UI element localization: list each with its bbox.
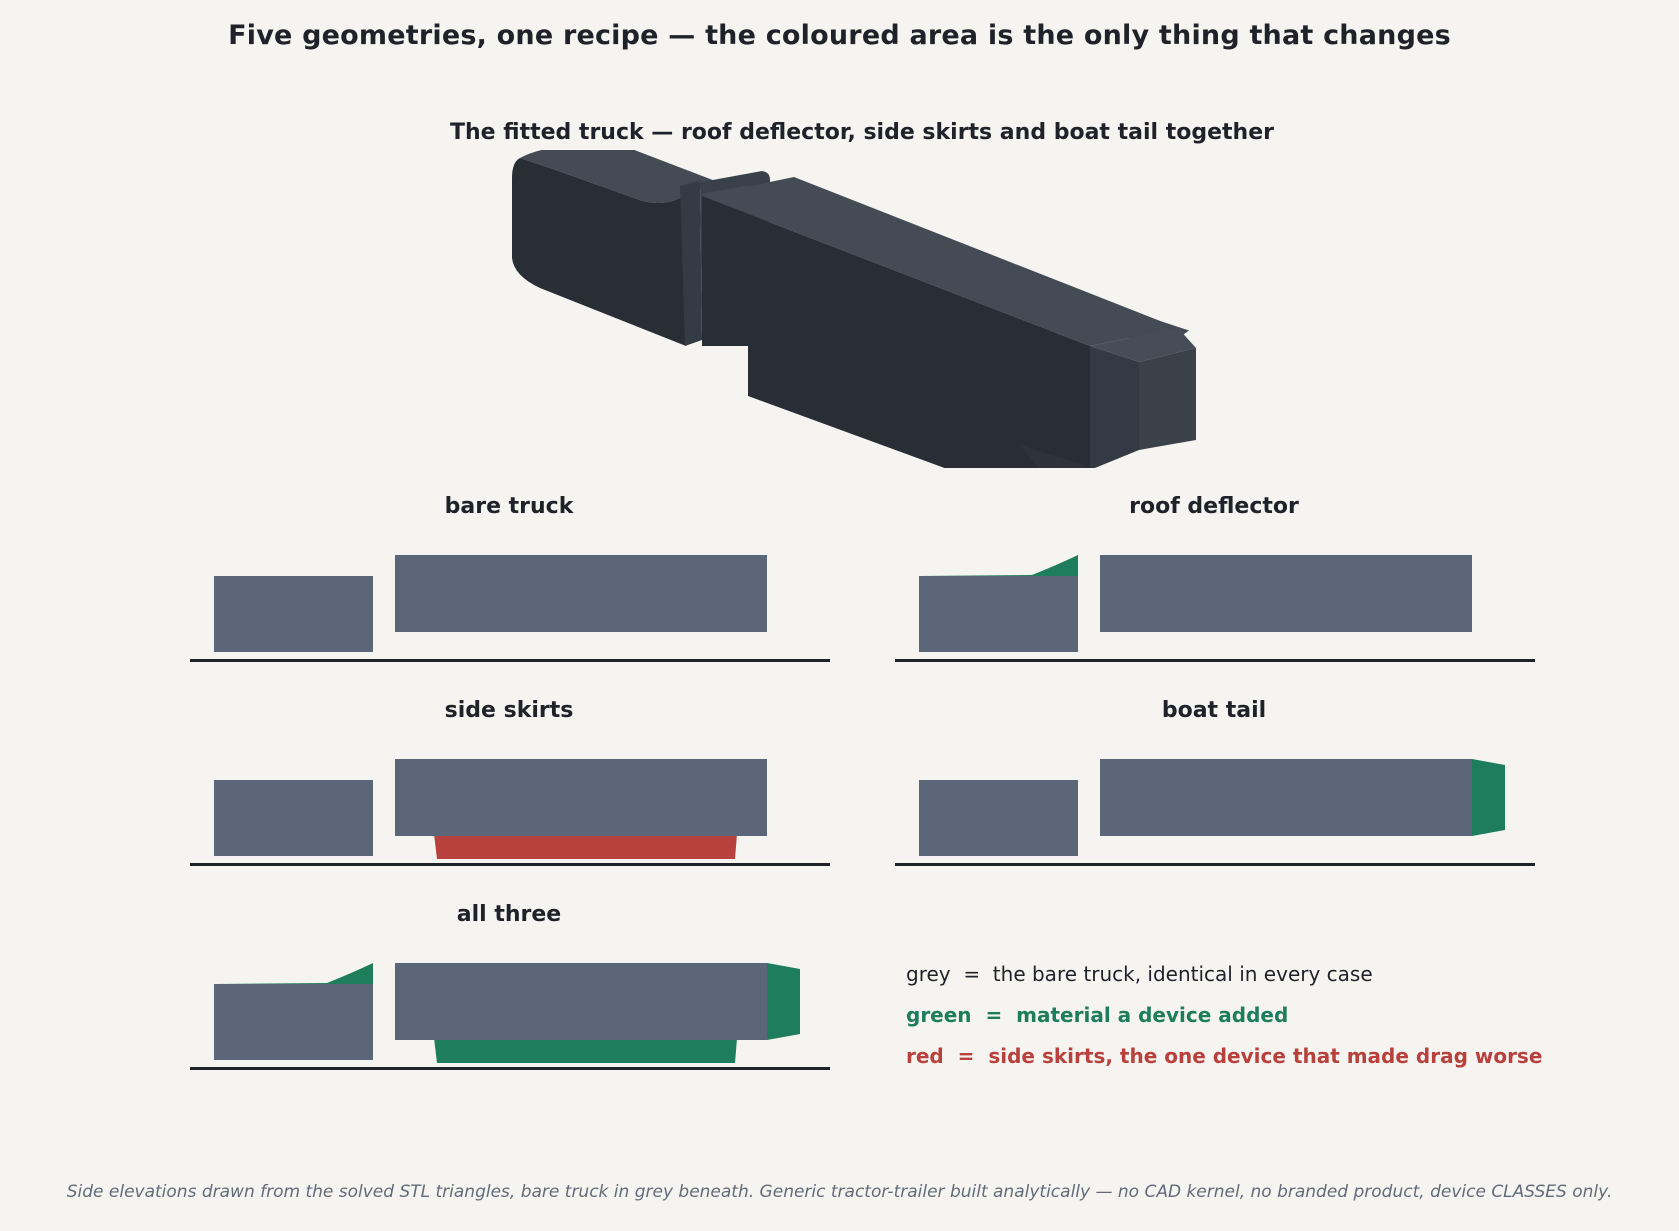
boat-tail-device (1472, 759, 1505, 836)
ground-line (190, 659, 830, 662)
hero-boat-tail-side (1090, 346, 1139, 468)
hero-boat-tail-rear (1139, 348, 1196, 450)
trailer-box (395, 555, 767, 632)
side-skirt-device (434, 834, 737, 859)
hero-trailer-side (702, 196, 1090, 468)
tractor-cab (214, 984, 373, 1060)
panel-title: bare truck (445, 494, 575, 519)
trailer-box (395, 963, 767, 1040)
hero-cab-side (512, 158, 686, 346)
hero-trailer-roof-face (702, 177, 1178, 346)
roof-deflector-device (214, 963, 373, 985)
page-title: Five geometries, one recipe — the colour… (228, 20, 1451, 51)
footnote: Side elevations drawn from the solved ST… (66, 1182, 1613, 1202)
legend-grey: grey = the bare truck, identical in ever… (906, 962, 1373, 986)
ground-line (895, 659, 1535, 662)
panel-title: side skirts (445, 698, 574, 723)
fitted-truck-render (512, 150, 1196, 468)
hero-title: The fitted truck — roof deflector, side … (450, 120, 1274, 145)
boat-tail-device (767, 963, 800, 1040)
roof-deflector-device (919, 555, 1078, 577)
tractor-cab (214, 576, 373, 652)
side-skirt-device (434, 1038, 737, 1063)
legend-red: red = side skirts, the one device that m… (906, 1044, 1543, 1068)
trailer-box (1100, 759, 1472, 836)
panel-title: boat tail (1162, 698, 1266, 723)
panel-title: all three (457, 902, 561, 927)
tractor-cab (214, 780, 373, 856)
ground-line (190, 863, 830, 866)
tractor-cab (919, 576, 1078, 652)
hero-boat-tail-top (1090, 328, 1196, 362)
panel-title: roof deflector (1129, 494, 1299, 519)
ground-line (190, 1067, 830, 1070)
hero-trailer-front (680, 180, 702, 346)
tractor-cab (919, 780, 1078, 856)
ground-line (895, 863, 1535, 866)
legend-green: green = material a device added (906, 1003, 1289, 1027)
trailer-box (1100, 555, 1472, 632)
trailer-box (395, 759, 767, 836)
hero-cab-top (520, 150, 718, 204)
